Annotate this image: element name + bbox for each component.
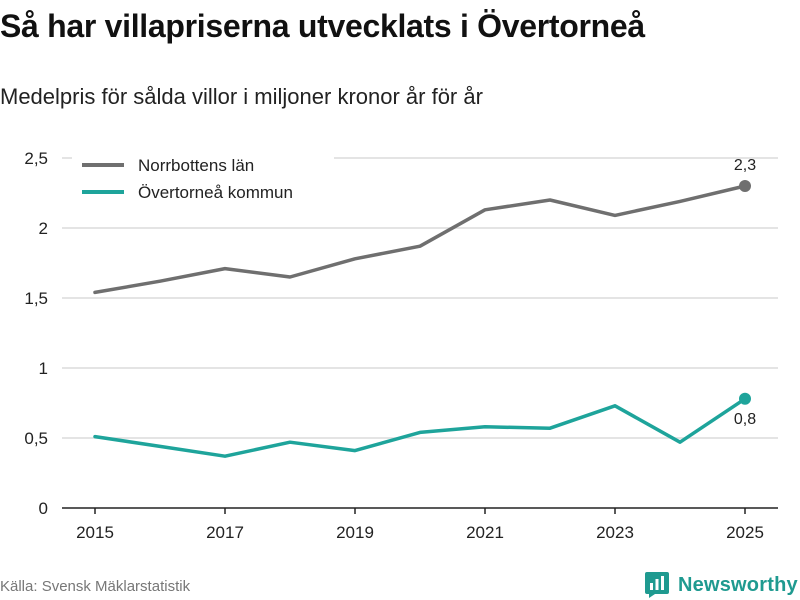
x-tick-label: 2021 — [466, 523, 504, 542]
newsworthy-logo-icon — [645, 572, 669, 598]
legend-background — [72, 148, 334, 214]
y-tick-label: 2 — [39, 219, 48, 238]
y-tick-label: 0 — [39, 499, 48, 518]
chart-title: Så har villapriserna utvecklats i Överto… — [0, 8, 645, 44]
end-value-label: 2,3 — [734, 157, 756, 174]
legend-label: Norrbottens län — [138, 156, 254, 175]
x-tick-label: 2017 — [206, 523, 244, 542]
y-tick-label: 1 — [39, 359, 48, 378]
x-tick-label: 2025 — [726, 523, 764, 542]
brand-name: Newsworthy — [678, 573, 798, 596]
legend-label: Övertorneå kommun — [138, 183, 293, 202]
end-point-marker — [739, 180, 751, 192]
x-tick-label: 2023 — [596, 523, 634, 542]
chart-subtitle: Medelpris för sålda villor i miljoner kr… — [0, 84, 483, 109]
y-tick-label: 1,5 — [24, 289, 48, 308]
series-line-1 — [93, 397, 747, 458]
series-line-0 — [93, 184, 747, 295]
source-note: Källa: Svensk Mäklarstatistik — [0, 578, 191, 595]
brand-logo[interactable]: Newsworthy — [644, 570, 798, 600]
line-chart: 0 0,5 1 1,5 2 2,5 2015 2017 2019 2021 2023 2025 2,3 0… — [24, 148, 778, 542]
x-tick-label: 2015 — [76, 523, 114, 542]
end-point-marker — [739, 392, 751, 405]
end-value-label: 0,8 — [734, 411, 756, 428]
x-tick-label: 2019 — [336, 523, 374, 542]
y-tick-label: 0,5 — [24, 429, 48, 448]
y-tick-label: 2,5 — [24, 149, 48, 168]
